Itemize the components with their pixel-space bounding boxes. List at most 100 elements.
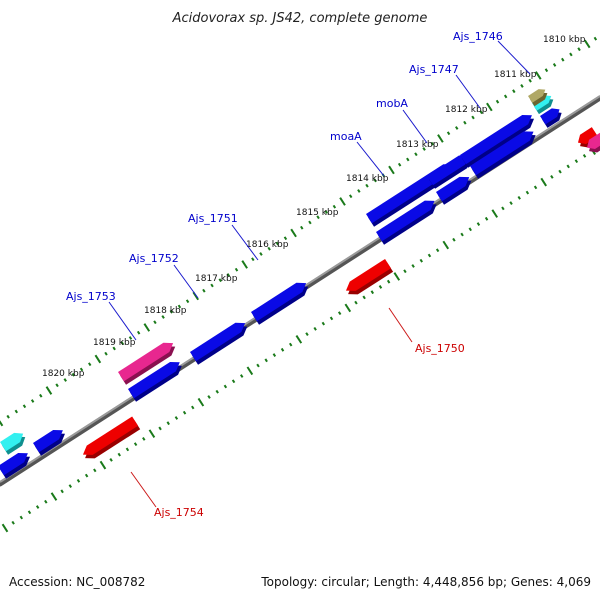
minor-tick — [362, 295, 366, 300]
minor-tick — [354, 300, 358, 305]
major-tick — [339, 197, 346, 206]
minor-tick — [479, 110, 483, 115]
gene-label-ajs1747[interactable]: Ajs_1747 — [409, 63, 459, 76]
cds-ajs1750[interactable] — [345, 258, 394, 295]
cds-ajs1754[interactable] — [82, 416, 141, 459]
minor-tick — [593, 36, 598, 41]
leader-lines — [108, 40, 531, 508]
cds-left-blue-a[interactable] — [33, 430, 65, 456]
minor-tick — [109, 457, 113, 462]
cds-ajs1747[interactable] — [460, 114, 535, 168]
cds-right-pink[interactable] — [586, 132, 600, 153]
minor-tick — [158, 426, 162, 431]
kbp-label: 1819 kbp — [93, 338, 136, 348]
minor-tick — [308, 220, 312, 225]
major-tick — [45, 386, 53, 395]
kbp-label: 1817 kbp — [195, 274, 238, 284]
cds-ajs1746-cyan[interactable] — [532, 95, 554, 115]
minor-tick — [419, 258, 423, 263]
cds-right-red[interactable] — [577, 127, 600, 148]
cds-ajs1747-b[interactable] — [470, 131, 536, 179]
minor-tick — [463, 120, 467, 125]
gene-label-moba[interactable]: mobA — [376, 97, 408, 110]
major-tick — [393, 272, 401, 281]
minor-tick — [406, 157, 410, 162]
kbp-label: 1814 kbp — [346, 174, 389, 184]
minor-tick — [283, 236, 288, 241]
minor-tick — [117, 452, 121, 457]
minor-tick — [44, 499, 48, 504]
minor-tick — [231, 379, 236, 384]
minor-tick — [210, 283, 214, 288]
minor-tick — [378, 285, 383, 289]
gene-label-moaa[interactable]: moaA — [330, 130, 362, 143]
minor-tick — [259, 252, 263, 256]
major-tick — [388, 165, 395, 175]
minor-tick — [35, 505, 40, 509]
minor-tick — [370, 290, 375, 295]
cds-left-blue-b[interactable] — [0, 453, 30, 479]
minor-tick — [509, 201, 513, 205]
gene-label-ajs1746[interactable]: Ajs_1746 — [453, 30, 503, 43]
minor-tick — [460, 232, 464, 237]
minor-tick — [337, 311, 342, 316]
major-tick — [241, 260, 248, 269]
cds-ajs1746[interactable] — [528, 89, 548, 107]
major-tick — [143, 323, 151, 332]
minor-tick — [84, 473, 89, 478]
minor-tick — [495, 99, 500, 104]
cds-moba-b[interactable] — [436, 176, 472, 205]
accession-text: Accession: NC_008782 — [9, 575, 145, 589]
minor-tick — [373, 178, 377, 183]
minor-tick — [550, 175, 554, 179]
major-tick — [99, 460, 107, 470]
minor-tick — [411, 264, 415, 268]
minor-tick — [22, 404, 27, 409]
cds-left-cyan[interactable] — [0, 432, 26, 455]
minor-tick — [256, 363, 260, 368]
minor-tick — [427, 253, 432, 258]
major-tick — [583, 39, 591, 49]
minor-tick — [112, 346, 116, 351]
gene-label-ajs1752[interactable]: Ajs_1752 — [129, 252, 179, 265]
minor-tick — [19, 515, 24, 520]
gene-label-ajs1754[interactable]: Ajs_1754 — [154, 506, 204, 519]
gene-label-ajs1750[interactable]: Ajs_1750 — [415, 342, 465, 355]
major-tick — [197, 397, 205, 407]
cds-ajs1753-pink[interactable] — [118, 342, 176, 385]
minor-tick — [348, 194, 353, 199]
minor-tick — [528, 78, 532, 83]
minor-tick — [169, 309, 173, 314]
minor-tick — [517, 195, 521, 200]
cds-moba[interactable] — [427, 155, 471, 189]
minor-tick — [566, 164, 570, 169]
major-tick — [442, 240, 450, 250]
outer-tick-track — [0, 36, 598, 427]
gene-label-ajs1751[interactable]: Ajs_1751 — [188, 212, 238, 225]
cds-ajs1751b[interactable] — [376, 200, 437, 245]
minor-tick — [6, 414, 10, 419]
minor-tick — [386, 279, 391, 284]
inner-tick-track — [1, 146, 596, 533]
minor-tick — [525, 190, 530, 195]
gene-label-ajs1753[interactable]: Ajs_1753 — [66, 290, 116, 303]
minor-tick — [305, 332, 309, 336]
minor-tick — [280, 347, 285, 352]
minor-tick — [435, 248, 440, 253]
minor-tick — [501, 206, 505, 211]
minor-tick — [251, 257, 255, 262]
cds-ajs1753[interactable] — [128, 361, 182, 402]
minor-tick — [561, 57, 565, 62]
minor-tick — [471, 115, 475, 120]
ruler-labels: 1810 kbp 1811 kbp 1812 kbp 1813 kbp 1814… — [42, 35, 586, 379]
major-tick — [94, 354, 102, 364]
minor-tick — [215, 389, 219, 394]
cds-ajs1746-b[interactable] — [540, 108, 562, 128]
minor-tick — [71, 372, 76, 377]
minor-tick — [288, 342, 293, 347]
cds-ajs1752[interactable] — [190, 322, 248, 365]
major-tick — [540, 177, 548, 187]
major-tick — [246, 366, 254, 376]
cds-ajs1751[interactable] — [251, 282, 309, 325]
minor-tick — [174, 416, 179, 420]
